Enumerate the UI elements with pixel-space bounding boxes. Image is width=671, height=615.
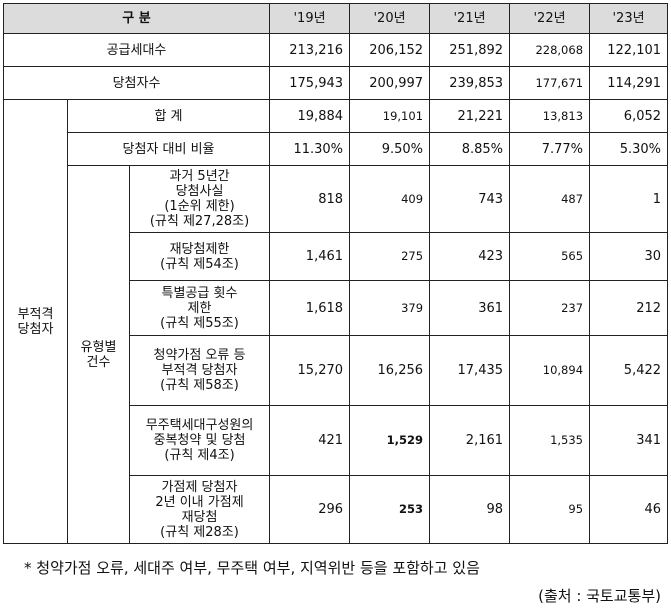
total-row: 부적격 당첨자 합 계 19,884 19,101 21,221 13,813 … [3,99,669,544]
cell: 30 [589,232,669,281]
type-row: 가점제 당첨자 2년 이내 가점제 재당첨 (규칙 제28조) 296 253 … [4,475,669,544]
cell: 423 [429,232,511,281]
cell: 1 [589,165,669,233]
header-year: '20년 [349,3,431,34]
cell: 487 [509,165,591,233]
cell: 275 [349,232,431,281]
cell: 13,813 [509,99,591,133]
cell: 200,997 [349,66,431,100]
row-label: 공급세대수 [2,33,271,67]
ineligible-group-label: 부적격 당첨자 [3,99,68,544]
cell: 95 [509,475,591,544]
cell: 114,291 [589,66,669,100]
cell: 19,101 [349,99,431,133]
cell: 565 [509,232,591,281]
footnote: * 청약가점 오류, 세대주 여부, 무주택 여부, 지역위반 등을 포함하고 … [24,559,480,577]
cell: 212 [589,280,669,336]
supply-row: 공급세대수 213,216 206,152 251,892 228,068 12… [2,33,669,67]
cell: 8.85% [429,132,511,166]
ratio-row: 당첨자 대비 비율 11.30% 9.50% 8.85% 7.77% 5.30% [4,132,669,166]
type-label: 청약가점 오류 등 부적격 당첨자 (규칙 제58조) [128,335,271,406]
cell: 239,853 [429,66,511,100]
cell: 213,216 [269,33,351,67]
cell: 818 [269,165,351,233]
cell: 206,152 [349,33,431,67]
cell: 5.30% [589,132,669,166]
cell: 409 [349,165,431,233]
cell: 253 [349,475,431,544]
cell: 1,618 [269,280,351,336]
cell: 16,256 [349,335,431,406]
type-group-label: 유형별 건수 [67,165,130,544]
cell: 6,052 [589,99,669,133]
type-label: 무주택세대구성원의 중복청약 및 당첨 (규칙 제4조) [128,405,271,476]
cell: 177,671 [509,66,591,100]
cell: 98 [429,475,511,544]
source-note: (출처 : 국토교통부) [538,587,661,605]
header-year: '21년 [429,3,511,34]
cell: 1,529 [349,405,431,476]
type-label: 과거 5년간 당첨사실 (1순위 제한) (규칙 제27,28조) [128,165,271,233]
row-label: 합 계 [66,99,271,133]
cell: 122,101 [589,33,669,67]
row-label: 당첨자 대비 비율 [66,132,271,166]
cell: 379 [349,280,431,336]
cell: 296 [269,475,351,544]
header-category: 구 분 [2,3,271,34]
ineligible-winners-table: 구 분 '19년 '20년 '21년 '22년 '23년 공급세대수 213,2… [2,3,669,544]
cell: 228,068 [509,33,591,67]
winners-row: 당첨자수 175,943 200,997 239,853 177,671 114… [2,66,669,100]
cell: 341 [589,405,669,476]
cell: 237 [509,280,591,336]
header-row: 구 분 '19년 '20년 '21년 '22년 '23년 [2,3,669,34]
type-row: 청약가점 오류 등 부적격 당첨자 (규칙 제58조) 15,270 16,25… [4,335,669,406]
cell: 175,943 [269,66,351,100]
cell: 15,270 [269,335,351,406]
cell: 743 [429,165,511,233]
type-label: 특별공급 횟수 제한 (규칙 제55조) [128,280,271,336]
header-year: '19년 [269,3,351,34]
cell: 10,894 [509,335,591,406]
cell: 5,422 [589,335,669,406]
type-label: 가점제 당첨자 2년 이내 가점제 재당첨 (규칙 제28조) [128,475,271,544]
type-label: 재당첨제한 (규칙 제54조) [128,232,271,281]
cell: 1,535 [509,405,591,476]
row-label: 당첨자수 [2,66,271,100]
cell: 361 [429,280,511,336]
type-row: 재당첨제한 (규칙 제54조) 1,461 275 423 565 30 [4,232,669,281]
cell: 9.50% [349,132,431,166]
cell: 19,884 [269,99,351,133]
cell: 1,461 [269,232,351,281]
cell: 17,435 [429,335,511,406]
header-year: '23년 [589,3,669,34]
cell: 421 [269,405,351,476]
cell: 251,892 [429,33,511,67]
header-year: '22년 [509,3,591,34]
type-row: 무주택세대구성원의 중복청약 및 당첨 (규칙 제4조) 421 1,529 2… [4,405,669,476]
cell: 46 [589,475,669,544]
cell: 21,221 [429,99,511,133]
cell: 7.77% [509,132,591,166]
cell: 11.30% [269,132,351,166]
type-row: 유형별 건수 과거 5년간 당첨사실 (1순위 제한) (규칙 제27,28조)… [4,165,669,544]
cell: 2,161 [429,405,511,476]
type-row: 특별공급 횟수 제한 (규칙 제55조) 1,618 379 361 237 2… [4,280,669,336]
